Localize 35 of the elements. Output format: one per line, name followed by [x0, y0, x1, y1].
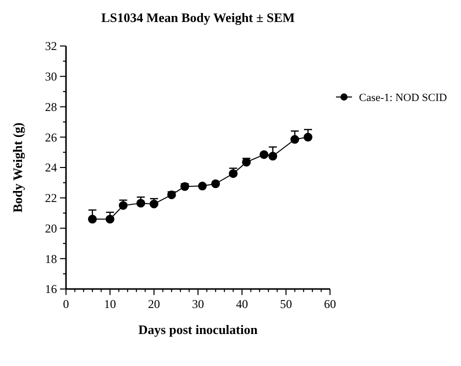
point [290, 135, 300, 144]
y-tick-label: 26 [45, 130, 57, 144]
y-axis-title: Body Weight (g) [10, 122, 25, 213]
point [118, 201, 128, 210]
chart-title: LS1034 Mean Body Weight ± SEM [101, 10, 295, 25]
y-tick-label: 22 [45, 191, 57, 206]
point [167, 190, 176, 200]
x-tick-label: 60 [324, 297, 336, 311]
point [180, 182, 190, 191]
point [136, 198, 146, 208]
point [228, 169, 238, 178]
y-tick-label: 16 [45, 282, 57, 296]
x-tick-label: 0 [63, 297, 69, 311]
point [260, 150, 268, 159]
x-tick-label: 10 [104, 297, 116, 311]
y-tick-label: 20 [45, 221, 57, 236]
y-tick-label: 28 [45, 100, 57, 114]
point [268, 152, 278, 160]
y-tick-label: 32 [45, 39, 57, 54]
x-axis-title: Days post inoculation [138, 322, 258, 337]
y-tick-label: 24 [45, 160, 57, 175]
point [88, 214, 97, 224]
point [304, 132, 312, 142]
y-tick-label: 18 [45, 252, 57, 266]
point [150, 200, 158, 208]
x-tick-label: 30 [192, 297, 204, 311]
point [106, 214, 114, 224]
point [198, 182, 207, 190]
x-tick-label: 40 [236, 297, 248, 311]
x-tick-label: 50 [280, 297, 292, 311]
legend-label: Case-1: NOD SCID [359, 92, 448, 104]
point [211, 179, 220, 188]
y-tick-label: 30 [45, 70, 57, 84]
x-tick-label: 20 [148, 297, 160, 311]
point [242, 158, 251, 167]
